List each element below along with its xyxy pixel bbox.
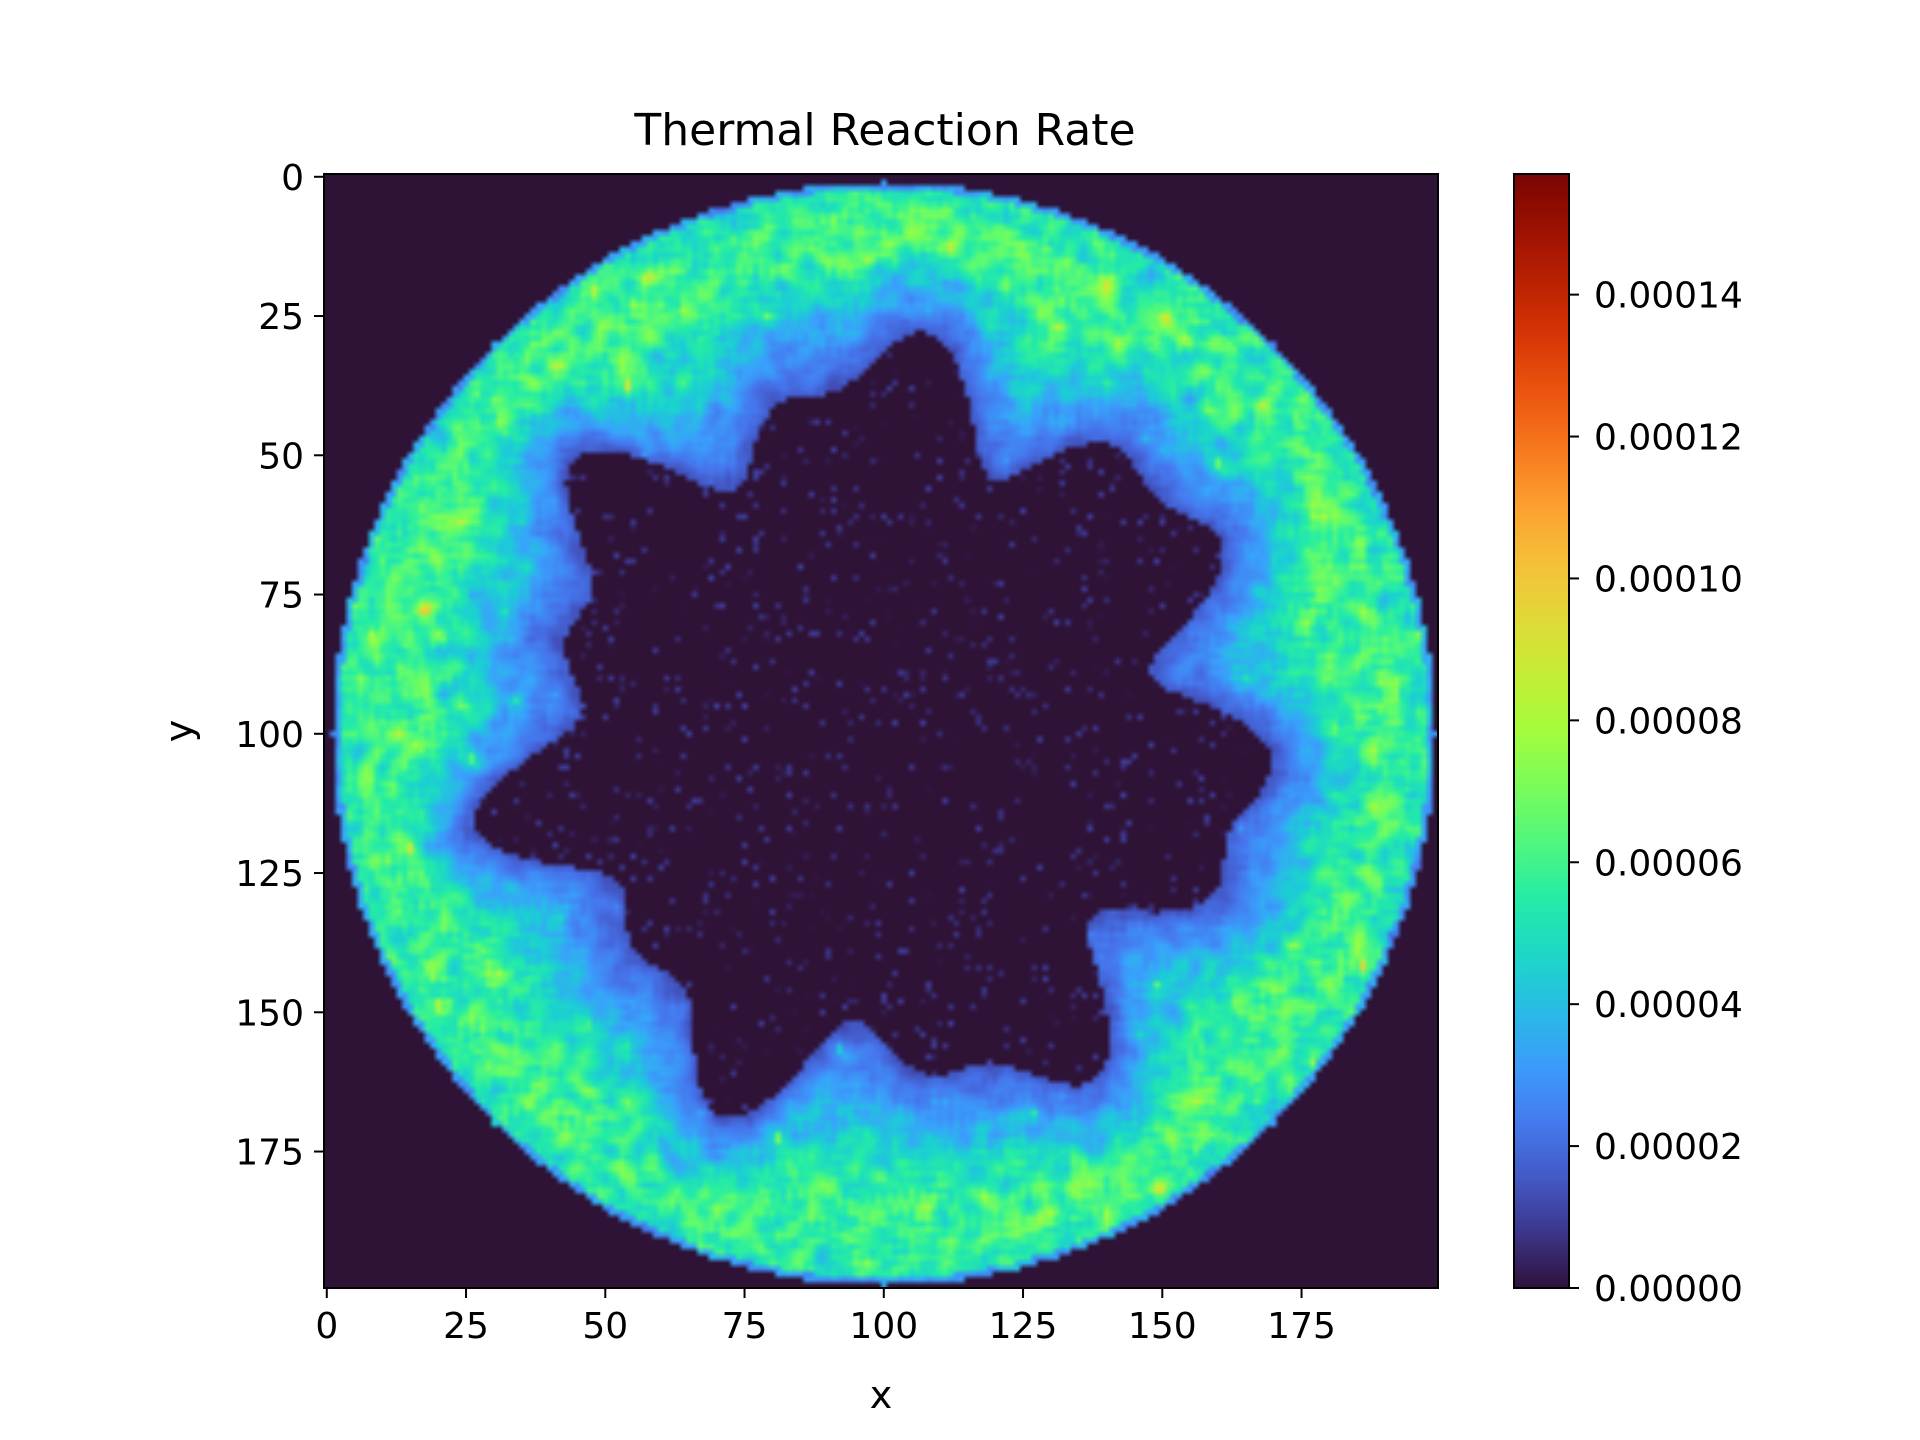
heatmap-image	[324, 174, 1438, 1288]
colorbar-tick-label: 0.00000	[1594, 1269, 1743, 1310]
colorbar-tick-label: 0.00010	[1594, 559, 1743, 600]
x-tick-label: 50	[582, 1306, 628, 1347]
y-tick-label: 175	[235, 1133, 304, 1174]
colorbar-tick-label: 0.00014	[1594, 276, 1743, 317]
y-tick-label: 0	[281, 158, 304, 199]
x-tick-label: 100	[849, 1306, 918, 1347]
y-axis-label: y	[157, 720, 201, 743]
y-tick-label: 50	[258, 436, 304, 477]
x-tick-label: 125	[989, 1306, 1058, 1347]
x-axis: 0 25 50 75 100 125 150 175	[315, 1288, 1336, 1347]
y-tick-label: 100	[235, 715, 304, 756]
colorbar-ticks: 0.00000 0.00002 0.00004 0.00006 0.00008 0.000…	[1569, 276, 1743, 1310]
y-tick-label: 25	[258, 297, 304, 338]
x-tick-label: 175	[1267, 1306, 1336, 1347]
y-axis: 0 25 50 75 100 125 150 175	[235, 158, 324, 1174]
colorbar-tick-label: 0.00012	[1594, 418, 1743, 459]
y-tick-label: 150	[235, 993, 304, 1034]
x-tick-label: 75	[722, 1306, 768, 1347]
y-tick-label: 125	[235, 854, 304, 895]
plot-area	[323, 173, 1439, 1289]
x-tick-label: 0	[315, 1306, 338, 1347]
colorbar-tick-label: 0.00008	[1594, 701, 1743, 742]
y-tick-label: 75	[258, 576, 304, 617]
colorbar-tick-label: 0.00002	[1594, 1127, 1743, 1168]
x-axis-label: x	[870, 1373, 893, 1417]
colorbar: 0.00000 0.00002 0.00004 0.00006 0.00008 0.000…	[1513, 173, 1743, 1310]
x-tick-label: 150	[1128, 1306, 1197, 1347]
chart-title: Thermal Reaction Rate	[633, 105, 1135, 156]
x-tick-label: 25	[443, 1306, 489, 1347]
colorbar-tick-label: 0.00006	[1594, 843, 1743, 884]
colorbar-tick-label: 0.00004	[1594, 985, 1743, 1026]
plot-frame	[323, 173, 1439, 1289]
colorbar-gradient	[1513, 173, 1570, 1289]
